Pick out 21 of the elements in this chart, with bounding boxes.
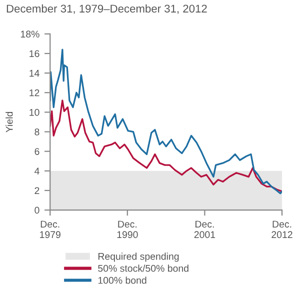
y-tick-label: 14	[30, 70, 40, 77]
y-tick-label: 4	[34, 168, 40, 174]
chart-title: December 31, 1979–December 31, 2012	[6, 4, 207, 14]
legend-label: 100% bond	[98, 276, 146, 284]
x-tick-label: Dec. 2001	[194, 220, 216, 238]
y-tick-label: 12	[30, 89, 40, 96]
y-tick-label: 16	[30, 50, 40, 58]
x-tick-label: Dec. 2012	[272, 220, 292, 238]
y-tick-label: 10	[30, 108, 40, 116]
y-tick-label: 6	[34, 148, 40, 155]
y-tick-label: 18%	[20, 30, 40, 38]
x-tick-label: Dec. 1990	[117, 220, 138, 238]
x-tick-label: Dec. 1979	[40, 220, 60, 238]
line-series	[50, 48, 282, 194]
legend-label: Required spending	[98, 252, 179, 262]
y-tick-label: 8	[34, 128, 40, 136]
y-tick-label: 2	[34, 187, 40, 194]
y-axis-title: Yield	[6, 112, 13, 132]
y-tick-label: 0	[34, 206, 40, 214]
line-series	[50, 100, 282, 192]
legend-label: 50% stock/50% bond	[98, 264, 188, 272]
